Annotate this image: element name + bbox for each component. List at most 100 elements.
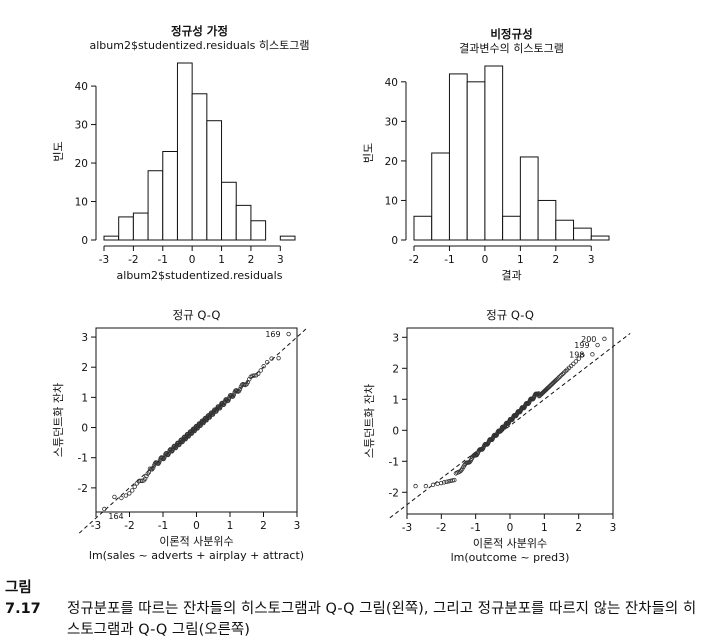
histogram-bar <box>235 204 252 241</box>
qq-point <box>226 397 231 402</box>
qq-point <box>269 356 274 361</box>
x-axis-sublabel: lm(outcome ~ pred3) <box>451 551 570 564</box>
x-tick-label: -1 <box>158 254 168 266</box>
x-tick-label: 0 <box>189 254 196 266</box>
qq-point <box>555 376 560 381</box>
reference-line <box>389 333 631 519</box>
point-label: 200 <box>581 335 596 344</box>
histogram-bar <box>466 81 486 241</box>
y-tick-label: -2 <box>389 487 399 499</box>
x-tick-label: 0 <box>193 520 200 532</box>
y-tick-label: 0 <box>391 235 398 247</box>
y-tick-label: 2 <box>392 363 399 375</box>
chart-subtitle: album2$studentized.residuals 히스토그램 <box>89 38 309 52</box>
histogram-bar <box>484 65 504 241</box>
qq-point <box>162 455 167 461</box>
qq-point <box>452 477 457 483</box>
qq-point <box>258 368 263 373</box>
qq-point <box>556 375 562 380</box>
x-tick-label: 3 <box>610 522 617 534</box>
histogram-bar <box>537 199 557 241</box>
x-axis-label: 이론적 사분위수 <box>159 535 233 548</box>
histogram-bar <box>279 235 296 241</box>
y-tick-label: -1 <box>78 453 88 465</box>
histogram-bar <box>176 62 193 241</box>
x-tick-label: 2 <box>260 520 267 532</box>
qq-point <box>457 469 463 474</box>
histogram-bar <box>132 212 149 241</box>
histogram-bar <box>519 156 539 241</box>
qq-point <box>123 493 129 498</box>
qq-point <box>119 495 124 501</box>
chart-title: 정규 Q-Q <box>486 308 534 322</box>
x-tick-label: -3 <box>91 520 101 532</box>
x-tick-label: 1 <box>517 254 524 266</box>
qq-point <box>256 371 261 376</box>
point-label: 164 <box>108 512 123 521</box>
x-tick-label: 0 <box>482 254 489 266</box>
chart-subtitle: 결과변수의 히스토그램 <box>459 41 564 55</box>
x-tick-label: 3 <box>277 254 284 266</box>
qq-point <box>441 480 447 485</box>
y-tick-label: 3 <box>392 332 399 344</box>
histogram-bar <box>191 93 208 241</box>
y-axis-label: 빈도 <box>362 143 375 163</box>
qq-point <box>166 451 171 457</box>
x-tick-label: 1 <box>218 254 225 266</box>
x-axis-label: 이론적 사분위수 <box>473 537 547 550</box>
qq-point <box>413 483 418 489</box>
chart-title: 정규 Q-Q <box>173 308 221 322</box>
x-tick-label: 3 <box>294 520 301 532</box>
y-tick-label: 3 <box>81 332 88 344</box>
caption-label: 그림 7.17 <box>5 580 41 617</box>
qq-point <box>438 480 444 486</box>
point-label: 169 <box>265 330 280 339</box>
qq-point <box>127 491 132 496</box>
qq-point <box>590 352 595 357</box>
histogram-bar <box>448 73 468 241</box>
x-tick-label: 2 <box>575 522 582 534</box>
histogram-bar <box>206 120 223 241</box>
y-tick-label: 10 <box>75 197 88 209</box>
y-tick-label: 2 <box>81 362 88 374</box>
x-axis-label: 결과 <box>501 269 521 282</box>
x-tick-label: 2 <box>248 254 255 266</box>
y-axis-label: 스튜던트화 잔차 <box>363 384 376 458</box>
qq-point <box>231 392 237 397</box>
histogram-bar <box>573 227 592 241</box>
qq-point <box>150 465 156 471</box>
qq-point <box>423 483 429 489</box>
histogram-bar <box>413 215 433 241</box>
y-axis-label: 스튜던트화 잔차 <box>52 383 65 457</box>
chart-4: 정규 Q-Q -3 -2 -1 0 1 2 3 -2 -1 0 1 2 3 이론적 사분위수lm(outco… <box>363 308 631 564</box>
x-tick-label: 1 <box>541 522 548 534</box>
y-tick-label: 40 <box>385 77 398 89</box>
y-axis-label: 빈도 <box>52 141 65 161</box>
histogram-bar <box>250 220 267 241</box>
y-tick-label: 40 <box>75 81 88 93</box>
y-tick-label: 0 <box>81 235 88 247</box>
qq-point <box>222 401 227 406</box>
x-tick-label: 1 <box>227 520 234 532</box>
qq-point <box>102 506 107 512</box>
x-axis-sublabel: lm(sales ~ adverts + airplay + attract) <box>89 549 304 562</box>
y-tick-label: 10 <box>385 195 398 207</box>
histogram-bar <box>555 219 575 241</box>
point-label: 199 <box>574 341 589 350</box>
y-tick-label: -2 <box>78 483 88 495</box>
caption-line-1: 정규분포를 따르는 잔차들의 히스토그램과 Q-Q 그림(왼쪽), 그리고 정규… <box>67 601 697 617</box>
qq-point <box>156 460 162 465</box>
x-tick-label: -2 <box>124 520 134 532</box>
x-tick-label: -2 <box>128 254 138 266</box>
x-tick-label: -2 <box>409 254 419 266</box>
x-tick-label: -1 <box>444 254 454 266</box>
qq-point <box>276 355 281 361</box>
histogram-bar <box>431 152 450 241</box>
x-tick-label: 0 <box>507 522 514 534</box>
histogram-bar <box>103 235 120 241</box>
histogram-bar <box>590 235 610 241</box>
qq-point <box>144 473 149 479</box>
y-tick-label: 20 <box>385 156 398 168</box>
qq-point <box>602 336 607 342</box>
